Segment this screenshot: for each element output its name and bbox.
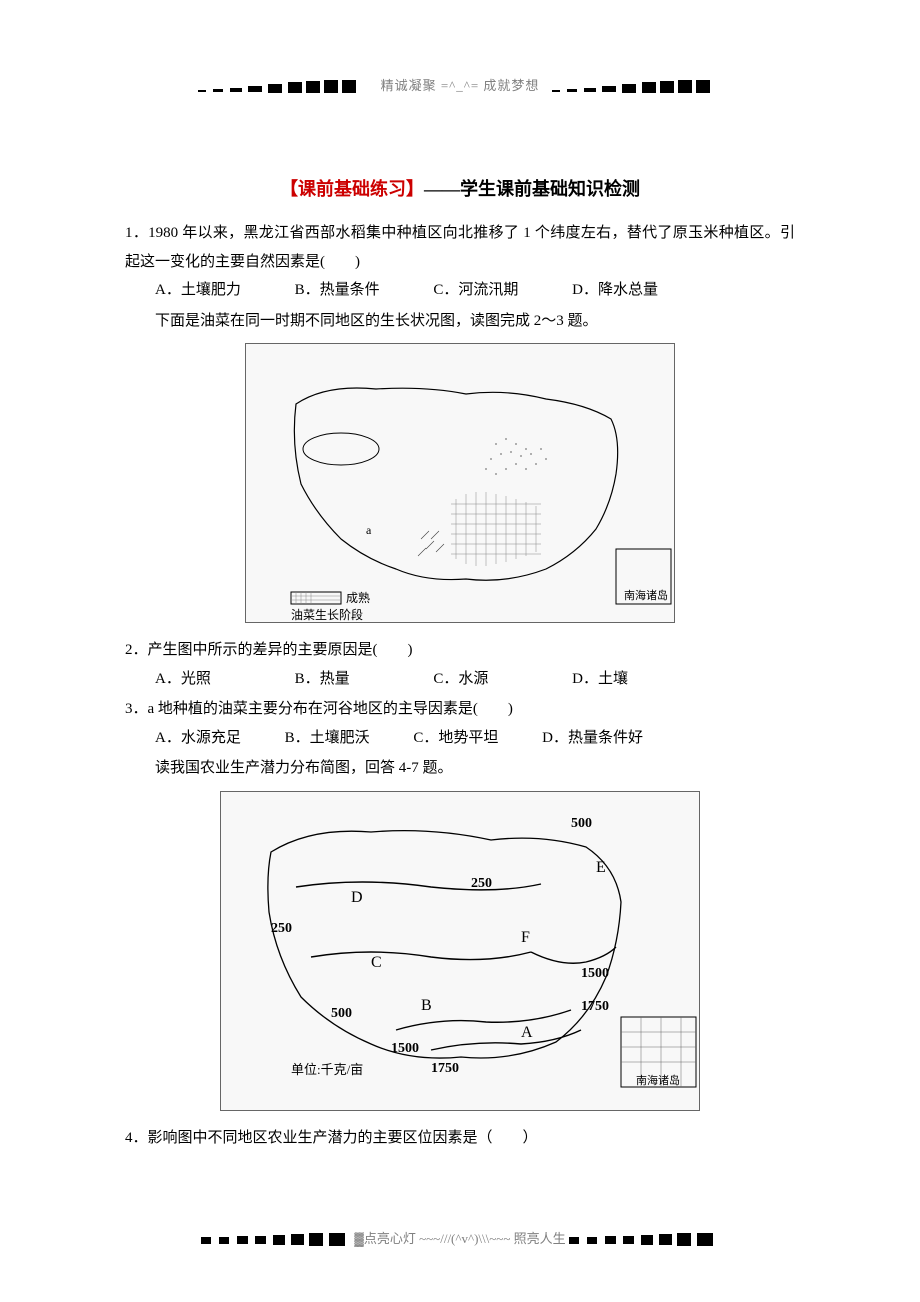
- footer-text: ▓点亮心灯 ~~~///(^v^)\\\~~~ 照亮人生: [354, 1231, 565, 1246]
- fig1-inset-label: 南海诸岛: [624, 588, 668, 602]
- q3-opt-c: C．地势平坦: [413, 724, 498, 753]
- q2-opt-b: B．热量: [295, 665, 350, 694]
- header-bars-left: [198, 80, 368, 94]
- svg-text:A: A: [521, 1024, 533, 1041]
- fig1-legend-label: 油菜生长阶段: [291, 607, 363, 622]
- q1-opt-c: C．河流汛期: [433, 276, 518, 305]
- q2-opt-c: C．水源: [433, 665, 488, 694]
- intro-4-7: 读我国农业生产潜力分布简图，回答 4-7 题。: [125, 754, 795, 783]
- q1-opt-a: A．土壤肥力: [155, 276, 241, 305]
- q2-opt-d: D．土壤: [572, 665, 628, 694]
- q1-text: 1．1980 年以来，黑龙江省西部水稻集中种植区向北推移了 1 个纬度左右，替代…: [125, 219, 795, 276]
- q1-options: A．土壤肥力 B．热量条件 C．河流汛期 D．降水总量: [125, 276, 795, 305]
- svg-text:1750: 1750: [581, 999, 609, 1014]
- svg-text:D: D: [351, 889, 363, 906]
- q3-opt-d: D．热量条件好: [542, 724, 643, 753]
- title-red-part: 【课前基础练习】: [280, 179, 424, 199]
- page-title: 【课前基础练习】——学生课前基础知识检测: [125, 175, 795, 201]
- q2-opt-a: A．光照: [155, 665, 211, 694]
- svg-text:250: 250: [471, 876, 492, 891]
- question-4: 4．影响图中不同地区农业生产潜力的主要区位因素是（ ）: [125, 1124, 795, 1153]
- fig1-marker-a: a: [366, 523, 372, 537]
- intro-2-3: 下面是油菜在同一时期不同地区的生长状况图，读图完成 2～3 题。: [125, 307, 795, 336]
- figure-2: 500 250 250 500 1500 1500 1750 1750 D E …: [125, 791, 795, 1116]
- content-area: 【课前基础练习】——学生课前基础知识检测 1．1980 年以来，黑龙江省西部水稻…: [125, 175, 795, 1154]
- title-black-part: ——学生课前基础知识检测: [424, 179, 640, 199]
- q3-text: 3．a 地种植的油菜主要分布在河谷地区的主导因素是( ): [125, 695, 795, 724]
- figure-1-map: 南海诸岛 成熟 油菜生长阶段 a: [245, 343, 675, 623]
- q3-opt-b: B．土壤肥沃: [285, 724, 370, 753]
- footer-bars-left: [201, 1233, 351, 1247]
- svg-text:1500: 1500: [391, 1041, 419, 1056]
- footer-bars-right: [569, 1233, 719, 1247]
- fig1-legend-mature: 成熟: [346, 590, 370, 605]
- svg-text:1750: 1750: [431, 1061, 459, 1076]
- svg-text:250: 250: [271, 921, 292, 936]
- footer-decoration: ▓点亮心灯 ~~~///(^v^)\\\~~~ 照亮人生: [0, 1228, 920, 1247]
- q3-options: A．水源充足 B．土壤肥沃 C．地势平坦 D．热量条件好: [125, 724, 795, 753]
- svg-text:500: 500: [571, 816, 592, 831]
- header-bars-right: [552, 80, 722, 94]
- q1-opt-b: B．热量条件: [295, 276, 380, 305]
- svg-text:500: 500: [331, 1006, 352, 1021]
- svg-text:B: B: [421, 997, 432, 1014]
- q2-options: A．光照 B．热量 C．水源 D．土壤: [125, 665, 795, 694]
- header-text: 精诚凝聚 =^_^= 成就梦想: [381, 78, 540, 93]
- q2-text: 2．产生图中所示的差异的主要原因是( ): [125, 636, 795, 665]
- q1-opt-d: D．降水总量: [572, 276, 658, 305]
- header-decoration: 精诚凝聚 =^_^= 成就梦想: [0, 75, 920, 94]
- svg-text:1500: 1500: [581, 966, 609, 981]
- q4-text: 4．影响图中不同地区农业生产潜力的主要区位因素是（ ）: [125, 1124, 795, 1153]
- fig2-unit-label: 单位:千克/亩: [291, 1062, 363, 1077]
- question-1: 1．1980 年以来，黑龙江省西部水稻集中种植区向北推移了 1 个纬度左右，替代…: [125, 219, 795, 305]
- svg-text:C: C: [371, 954, 382, 971]
- question-2: 2．产生图中所示的差异的主要原因是( ) A．光照 B．热量 C．水源 D．土壤: [125, 636, 795, 693]
- q3-opt-a: A．水源充足: [155, 724, 241, 753]
- figure-2-map: 500 250 250 500 1500 1500 1750 1750 D E …: [220, 791, 700, 1111]
- figure-1: 南海诸岛 成熟 油菜生长阶段 a: [125, 343, 795, 628]
- question-3: 3．a 地种植的油菜主要分布在河谷地区的主导因素是( ) A．水源充足 B．土壤…: [125, 695, 795, 752]
- svg-text:F: F: [521, 929, 530, 946]
- svg-text:E: E: [596, 859, 606, 876]
- fig2-inset-label: 南海诸岛: [636, 1073, 680, 1087]
